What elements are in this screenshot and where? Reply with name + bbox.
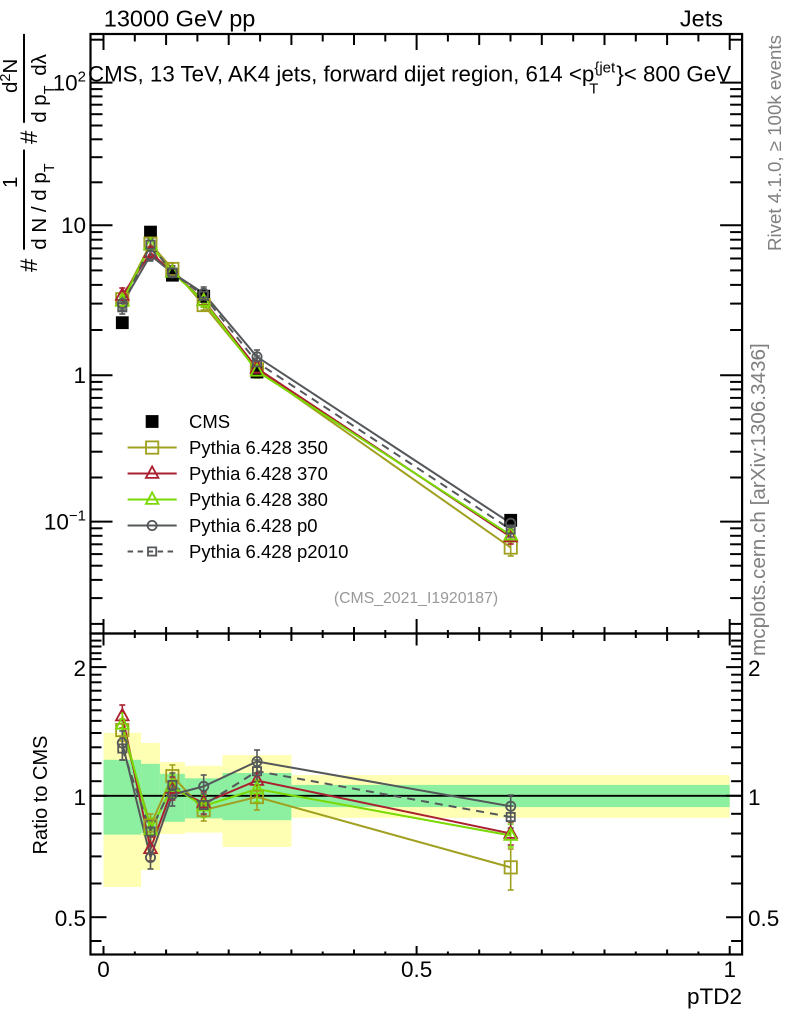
svg-text:1: 1 <box>0 177 22 188</box>
svg-text:1: 1 <box>723 957 736 982</box>
svg-text:Ratio to CMS: Ratio to CMS <box>30 736 52 855</box>
svg-text:10−1: 10−1 <box>44 508 86 535</box>
svg-text:1: 1 <box>73 785 86 810</box>
svg-text:#: # <box>16 258 43 272</box>
svg-text:mcplots.cern.ch [arXiv:1306.34: mcplots.cern.ch [arXiv:1306.3436] <box>747 343 770 656</box>
svg-text:Pythia 6.428 p0: Pythia 6.428 p0 <box>189 515 318 536</box>
svg-text:Rivet 4.1.0, ≥ 100k events: Rivet 4.1.0, ≥ 100k events <box>764 35 785 251</box>
svg-text:0.5: 0.5 <box>401 957 432 982</box>
svg-text:(CMS_2021_I1920187): (CMS_2021_I1920187) <box>334 590 498 607</box>
svg-text:Jets: Jets <box>680 6 723 32</box>
svg-text:2: 2 <box>73 656 86 681</box>
svg-text:1: 1 <box>748 785 761 810</box>
svg-text:10: 10 <box>61 213 86 238</box>
svg-text:0.5: 0.5 <box>748 906 779 931</box>
svg-text:2: 2 <box>748 656 761 681</box>
svg-text:Pythia 6.428 370: Pythia 6.428 370 <box>189 463 328 484</box>
svg-text:0: 0 <box>97 957 110 982</box>
svg-text:13000 GeV pp: 13000 GeV pp <box>104 6 256 32</box>
svg-text:#: # <box>16 130 43 144</box>
svg-text:Pythia 6.428 380: Pythia 6.428 380 <box>189 489 328 510</box>
svg-text:Pythia 6.428 p2010: Pythia 6.428 p2010 <box>189 541 348 562</box>
svg-text:1: 1 <box>73 363 86 388</box>
svg-text:d2N: d2N <box>0 59 22 93</box>
svg-text:Pythia 6.428 350: Pythia 6.428 350 <box>189 437 328 458</box>
svg-text:CMS: CMS <box>189 411 230 432</box>
svg-text:pTD2: pTD2 <box>687 984 742 1009</box>
svg-text:0.5: 0.5 <box>55 906 86 931</box>
